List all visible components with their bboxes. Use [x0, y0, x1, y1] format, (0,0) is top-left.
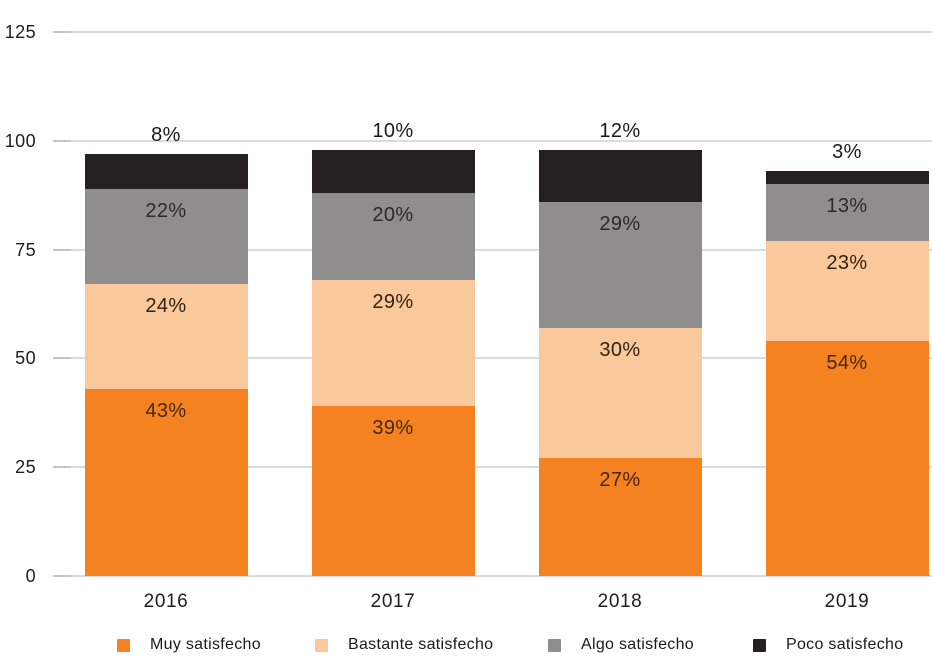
- segment-value-label: 43%: [145, 399, 187, 422]
- legend-item-2: Algo satisfecho: [548, 634, 694, 656]
- gridline: [53, 31, 932, 33]
- y-axis-tick-label: 50: [15, 348, 36, 369]
- y-axis-tick: [53, 357, 71, 360]
- segment-value-label: 20%: [372, 204, 414, 227]
- y-axis-tick: [53, 248, 71, 251]
- bar-segment-2018-3: [538, 149, 702, 202]
- y-axis-tick: [53, 31, 71, 33]
- y-axis-tick: [53, 139, 71, 142]
- segment-value-label: 13%: [826, 195, 868, 218]
- segment-value-label: 23%: [826, 251, 868, 274]
- y-axis-tick: [53, 575, 71, 577]
- y-axis-tick-label: 100: [4, 130, 36, 151]
- segment-value-label: 54%: [826, 351, 868, 374]
- y-axis-tick-label: 75: [15, 239, 36, 260]
- segment-value-label: 22%: [145, 199, 187, 222]
- segment-value-label: 29%: [372, 291, 414, 314]
- legend-item-3: Poco satisfecho: [753, 634, 903, 656]
- bar-segment-2019-1: [765, 240, 929, 341]
- bar-top-value-label: 8%: [151, 123, 181, 146]
- segment-value-label: 24%: [145, 295, 187, 318]
- y-axis-tick-label: 125: [4, 22, 36, 42]
- legend-swatch-icon: [117, 638, 130, 652]
- segment-value-label: 29%: [599, 212, 641, 235]
- legend-item-label: Bastante satisfecho: [348, 636, 494, 653]
- segment-value-label: 30%: [599, 338, 641, 361]
- bar-segment-2018-2: [538, 201, 702, 328]
- bar-segment-2017-0: [311, 406, 475, 576]
- bar-segment-2019-3: [765, 171, 929, 185]
- bar-top-value-label: 10%: [372, 119, 414, 142]
- legend-item-label: Muy satisfecho: [150, 636, 261, 653]
- bar-segment-2016-3: [84, 153, 248, 189]
- bar-segment-2016-2: [84, 188, 248, 285]
- y-axis-tick-label: 0: [25, 566, 36, 586]
- bar-segment-2018-0: [538, 458, 702, 576]
- bar-segment-2016-1: [84, 284, 248, 389]
- bar-segment-2017-3: [311, 149, 475, 194]
- legend-item-label: Algo satisfecho: [581, 636, 695, 653]
- y-axis-tick: [53, 466, 71, 469]
- x-axis-label-2018: 2018: [597, 591, 643, 612]
- bar-segment-2017-1: [311, 280, 475, 407]
- bar-segment-2016-0: [84, 388, 248, 576]
- y-axis-tick-label: 25: [15, 457, 36, 478]
- legend-swatch-icon: [753, 638, 766, 652]
- bar-top-value-label: 3%: [832, 141, 862, 164]
- segment-value-label: 39%: [372, 417, 414, 440]
- x-axis-label-2017: 2017: [370, 591, 416, 612]
- x-axis-label-2016: 2016: [143, 591, 189, 612]
- bar-segment-2017-2: [311, 193, 475, 281]
- legend-item-1: Bastante satisfecho: [315, 634, 493, 656]
- segment-value-label: 27%: [599, 469, 641, 492]
- bar-segment-2019-0: [765, 340, 929, 576]
- bar-top-value-label: 12%: [599, 119, 641, 142]
- legend-item-label: Poco satisfecho: [786, 636, 904, 653]
- legend-swatch-icon: [548, 638, 561, 652]
- bar-segment-2018-1: [538, 327, 702, 459]
- x-axis-label-2019: 2019: [824, 591, 870, 612]
- legend-item-0: Muy satisfecho: [117, 634, 261, 656]
- bar-segment-2019-2: [765, 184, 929, 241]
- legend-swatch-icon: [315, 638, 328, 652]
